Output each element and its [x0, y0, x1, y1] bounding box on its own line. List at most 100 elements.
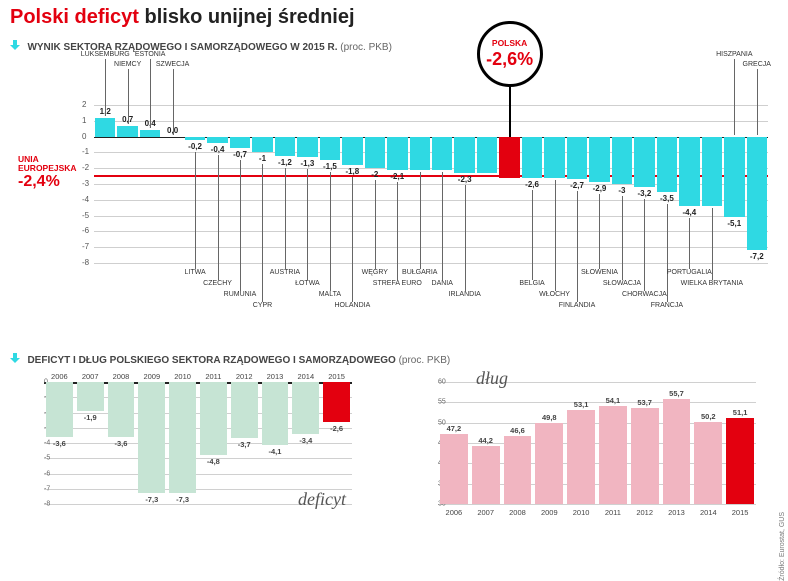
deficit-chart: -8-7-6-5-4-3-2-10-3,62006-1,92007-3,6200…	[22, 368, 352, 518]
value-label: -7,3	[176, 495, 189, 504]
value-label: 46,6	[510, 426, 525, 435]
country-bar: 0,0SZWECJA	[161, 57, 183, 319]
deficit-label: deficyt	[298, 489, 346, 510]
y-axis-tick: -1	[82, 147, 89, 156]
year-bar: -7,3 2009	[136, 368, 167, 518]
year-label: 2014	[297, 372, 314, 381]
main-chart: -8-7-6-5-4-3-2-1012UNIAEUROPEJSKA-2,4%1,…	[10, 57, 778, 319]
year-label: 2008	[113, 372, 130, 381]
country-bar: -1CYPR	[251, 57, 273, 319]
value-label: 49,8	[542, 413, 557, 422]
value-label: 50,2	[701, 412, 716, 421]
title-red: Polski deficyt	[10, 6, 139, 28]
category-label: GRECJA	[743, 61, 771, 68]
value-label: -2,9	[593, 184, 607, 193]
value-label: -4,8	[207, 457, 220, 466]
value-label: 44,2	[478, 436, 493, 445]
bottom-header: DEFICYT I DŁUG POLSKIEGO SEKTORA RZĄDOWE…	[10, 350, 778, 368]
value-label: -2,7	[570, 181, 584, 190]
year-label: 2010	[174, 372, 191, 381]
value-label: -2	[371, 170, 378, 179]
country-bar: 0,7NIEMCY	[116, 57, 138, 319]
year-label: 2007	[477, 508, 494, 517]
eu-label: UNIAEUROPEJSKA-2,4%	[18, 155, 77, 191]
year-label: 2007	[82, 372, 99, 381]
year-bar: -4,12013	[260, 368, 291, 518]
year-label: 2006	[51, 372, 68, 381]
value-label: -2,6	[525, 180, 539, 189]
year-bar: 44,2 2007	[470, 368, 502, 518]
bottom-unit: (proc. PKB)	[399, 355, 451, 366]
year-label: 2015	[328, 372, 345, 381]
category-label: DANIA	[432, 280, 453, 287]
year-label: 2011	[605, 508, 621, 517]
year-bar: 51,1 2015	[724, 368, 756, 518]
year-bar: -3,6 2006	[44, 368, 75, 518]
category-label: ŁOTWA	[295, 280, 320, 287]
value-label: -0,7	[233, 150, 247, 159]
value-label: 53,1	[574, 400, 589, 409]
category-label: CYPR	[253, 302, 272, 309]
year-bar: 49,82009	[533, 368, 565, 518]
main-unit: (proc. PKB)	[340, 42, 392, 53]
value-label: -3,6	[53, 439, 66, 448]
value-label: -3,7	[238, 440, 251, 449]
value-label: -1,8	[345, 167, 359, 176]
value-label: -7,3	[145, 495, 158, 504]
country-bar: -2,1STREFA EURO	[386, 57, 408, 319]
source-label: Źródło: Eurostat, GUS	[779, 512, 786, 581]
year-label: 2013	[668, 508, 685, 517]
country-bar: WŁOCHY	[543, 57, 565, 319]
value-label: -1,2	[278, 158, 292, 167]
arrow-down-icon	[10, 353, 20, 363]
year-label: 2015	[732, 508, 749, 517]
country-bar: -3SŁOWACJA	[611, 57, 633, 319]
country-bar: -0,7RUMUNIA	[229, 57, 251, 319]
value-label: -3,5	[660, 194, 674, 203]
debt-chart: 3035404550556047,2200644,2200746,6200849…	[416, 368, 756, 518]
category-label: WĘGRY	[362, 269, 388, 276]
country-bar: -3,5FRANCJA	[656, 57, 678, 319]
value-label: -3,2	[638, 189, 652, 198]
value-label: -1,3	[301, 159, 315, 168]
year-bar: -4,8 2011	[198, 368, 229, 518]
y-axis-tick: -4	[82, 195, 89, 204]
year-bar: 53,12010	[565, 368, 597, 518]
country-bar: -1,5 MALTA	[319, 57, 341, 319]
value-label: 47,2	[447, 424, 462, 433]
country-bar: WIELKA BRYTANIA	[701, 57, 723, 319]
value-label: -5,1	[727, 219, 741, 228]
value-label: -0,4	[211, 145, 225, 154]
year-bar: 46,62008	[502, 368, 534, 518]
year-bar: 53,72012	[629, 368, 661, 518]
value-label: 54,1	[606, 396, 621, 405]
year-label: 2011	[205, 372, 221, 381]
category-label: MALTA	[319, 291, 341, 298]
country-bar: -2,7FINLANDIA	[566, 57, 588, 319]
value-label: -1,9	[84, 413, 97, 422]
value-label: -1,5	[323, 162, 337, 171]
value-label: 51,1	[733, 408, 748, 417]
year-bar: -3,72012	[229, 368, 260, 518]
y-axis-tick: 2	[82, 100, 86, 109]
year-label: 2009	[143, 372, 160, 381]
category-label: CZECHY	[203, 280, 232, 287]
year-bar: -7,3 2010	[167, 368, 198, 518]
country-bar: -1,2AUSTRIA	[274, 57, 296, 319]
bottom-heading: DEFICYT I DŁUG POLSKIEGO SEKTORA RZĄDOWE…	[27, 355, 395, 366]
y-axis-tick: -7	[82, 242, 89, 251]
year-bar: 55,72013	[661, 368, 693, 518]
year-bar: -3,62008	[106, 368, 137, 518]
year-label: 2014	[700, 508, 717, 517]
main-heading: WYNIK SEKTORA RZĄDOWEGO I SAMORZĄDOWEGO …	[27, 42, 337, 53]
category-label: LITWA	[185, 269, 206, 276]
year-label: 2012	[636, 508, 653, 517]
country-bar: 1,2LUKSEMBURG	[94, 57, 116, 319]
polska-callout: POLSKA-2,6%	[477, 21, 543, 87]
value-label: -4,4	[682, 208, 696, 217]
value-label: -0,2	[188, 142, 202, 151]
value-label: -3,4	[299, 436, 312, 445]
country-bar: -2,6BELGIA	[521, 57, 543, 319]
y-axis-tick: 1	[82, 116, 86, 125]
country-bar: -5,1HISZPANIA	[723, 57, 745, 319]
